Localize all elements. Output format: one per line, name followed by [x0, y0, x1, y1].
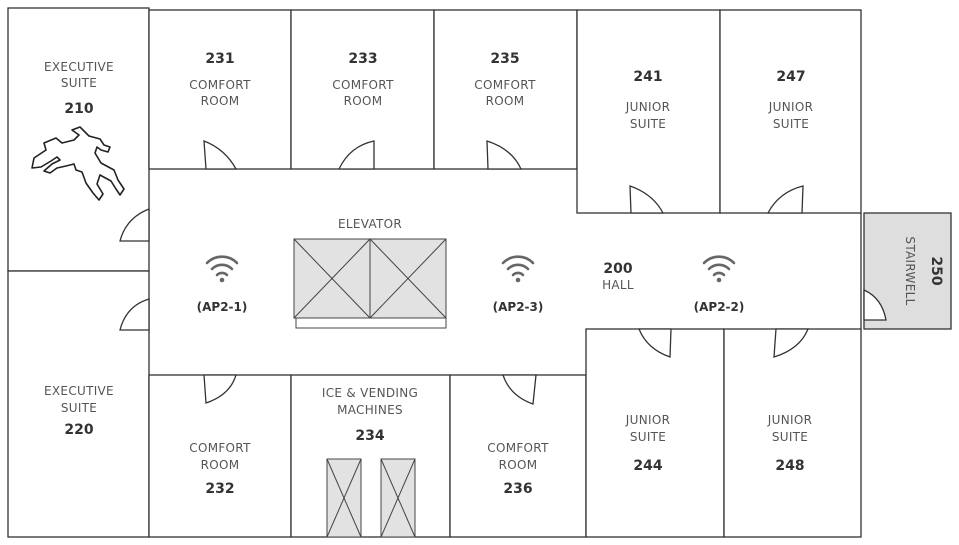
room-233-type-1: COMFORT: [332, 78, 394, 92]
door-210[interactable]: [119, 208, 150, 242]
door-220[interactable]: [119, 298, 150, 331]
room-250-type: STAIRWELL: [903, 236, 917, 305]
room-235[interactable]: [433, 9, 578, 170]
room-232[interactable]: [148, 374, 292, 538]
room-244[interactable]: [585, 328, 725, 538]
door-233[interactable]: [337, 140, 375, 170]
room-234-number: 234: [355, 428, 384, 444]
door-236[interactable]: [502, 374, 537, 405]
room-220-type-2: SUITE: [61, 401, 97, 415]
room-248-type-2: SUITE: [772, 430, 808, 444]
door-241[interactable]: [629, 185, 665, 214]
elevator: [293, 238, 447, 329]
room-236-type-1: COMFORT: [487, 441, 549, 455]
room-241-type-1: JUNIOR: [625, 100, 670, 114]
room-210-number: 210: [64, 101, 93, 117]
door-248[interactable]: [773, 328, 809, 358]
room-235-number: 235: [490, 51, 519, 67]
elevator-label: ELEVATOR: [338, 217, 402, 231]
room-234[interactable]: [290, 374, 451, 538]
room-250-number: 250: [928, 256, 944, 285]
room-236-number: 236: [503, 481, 532, 497]
room-231-type-2: ROOM: [201, 94, 240, 108]
room-248[interactable]: [723, 328, 862, 538]
room-231-type-1: COMFORT: [189, 78, 251, 92]
room-232-type-1: COMFORT: [189, 441, 251, 455]
room-236-type-2: ROOM: [499, 458, 538, 472]
wifi-icon: [702, 255, 736, 283]
hall-label: HALL: [602, 278, 634, 292]
room-241-number: 241: [633, 69, 662, 85]
room-250-stairwell[interactable]: [863, 212, 952, 330]
room-210-type-1: EXECUTIVE: [44, 60, 114, 74]
door-231[interactable]: [203, 140, 238, 170]
room-248-type-1: JUNIOR: [767, 413, 812, 427]
room-244-number: 244: [633, 458, 662, 474]
room-233-number: 233: [348, 51, 377, 67]
room-247-number: 247: [776, 69, 805, 85]
room-233-type-2: ROOM: [344, 94, 383, 108]
room-247-type-2: SUITE: [773, 117, 809, 131]
wifi-icon: [501, 255, 535, 283]
ap-label-2: (AP2-2): [694, 300, 745, 314]
room-210-type-2: SUITE: [61, 76, 97, 90]
vending-machines: [326, 458, 416, 538]
room-248-number: 248: [775, 458, 804, 474]
room-247-type-1: JUNIOR: [768, 100, 813, 114]
room-231-number: 231: [205, 51, 234, 67]
room-220-number: 220: [64, 422, 93, 438]
hall-number: 200: [603, 261, 632, 277]
ap-label-1: (AP2-1): [197, 300, 248, 314]
room-232-type-2: ROOM: [201, 458, 240, 472]
room-234-type-2: MACHINES: [337, 403, 403, 417]
room-232-number: 232: [205, 481, 234, 497]
room-241-type-2: SUITE: [630, 117, 666, 131]
door-250[interactable]: [863, 288, 887, 321]
chalk-outline-icon: [31, 126, 125, 201]
door-247[interactable]: [766, 185, 804, 214]
room-233[interactable]: [290, 9, 435, 170]
room-235-type-1: COMFORT: [474, 78, 536, 92]
door-232[interactable]: [203, 374, 237, 404]
ap-label-3: (AP2-3): [493, 300, 544, 314]
room-235-type-2: ROOM: [486, 94, 525, 108]
door-244[interactable]: [638, 328, 672, 358]
room-244-type-2: SUITE: [630, 430, 666, 444]
room-231[interactable]: [148, 9, 292, 170]
wifi-icon: [205, 255, 239, 283]
room-236[interactable]: [449, 374, 587, 538]
room-234-type-1: ICE & VENDING: [322, 386, 418, 400]
room-220-type-1: EXECUTIVE: [44, 384, 114, 398]
room-241[interactable]: [576, 9, 721, 214]
room-244-type-1: JUNIOR: [625, 413, 670, 427]
door-235[interactable]: [486, 140, 523, 170]
